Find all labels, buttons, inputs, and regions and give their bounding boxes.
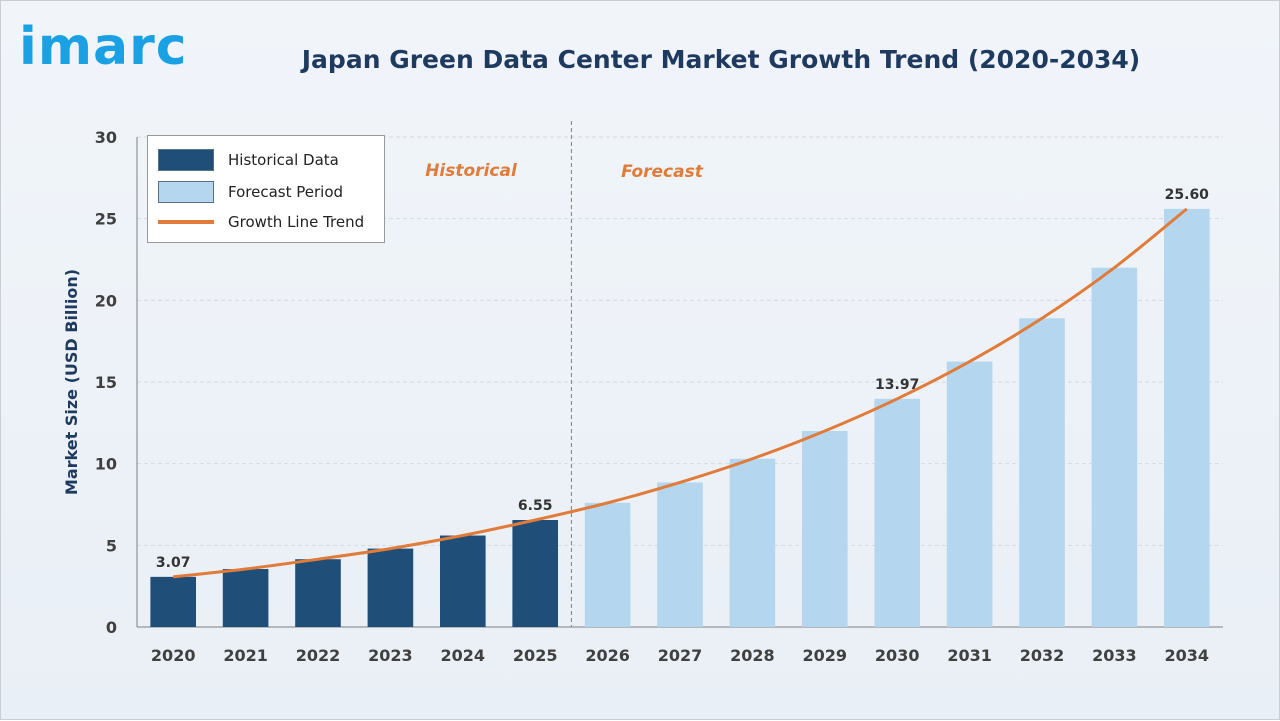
chart-legend: Historical Data Forecast Period Growth L… bbox=[147, 135, 385, 243]
legend-swatch-forecast bbox=[158, 181, 214, 203]
legend-label-forecast: Forecast Period bbox=[228, 183, 344, 201]
x-tick-label: 2032 bbox=[1020, 646, 1065, 665]
x-tick-label: 2025 bbox=[513, 646, 558, 665]
x-tick-label: 2021 bbox=[223, 646, 268, 665]
x-tick-label: 2023 bbox=[368, 646, 413, 665]
legend-item-historical: Historical Data bbox=[158, 148, 339, 172]
y-tick-label: 10 bbox=[95, 455, 117, 474]
bar-2023 bbox=[367, 548, 414, 627]
y-tick-label: 20 bbox=[95, 291, 117, 310]
x-tick-label: 2034 bbox=[1165, 646, 1210, 665]
x-tick-label: 2022 bbox=[296, 646, 341, 665]
data-label-2025: 6.55 bbox=[518, 498, 553, 514]
data-label-2030: 13.97 bbox=[875, 377, 919, 393]
legend-line-trend bbox=[158, 220, 214, 224]
bar-2024 bbox=[439, 535, 486, 627]
x-tick-label: 2030 bbox=[875, 646, 920, 665]
y-tick-label: 30 bbox=[95, 128, 117, 147]
bar-2022 bbox=[295, 559, 341, 627]
bar-2026 bbox=[584, 502, 631, 627]
chart-title: Japan Green Data Center Market Growth Tr… bbox=[301, 45, 1141, 74]
data-label-2020: 3.07 bbox=[156, 555, 191, 571]
imarc-logo: imarc bbox=[19, 17, 188, 77]
bar-2030 bbox=[874, 398, 921, 627]
x-tick-label: 2026 bbox=[585, 646, 630, 665]
bar-2032 bbox=[1019, 318, 1065, 627]
x-tick-label: 2033 bbox=[1092, 646, 1137, 665]
section-label-historical: Historical bbox=[425, 161, 518, 181]
legend-label-trend: Growth Line Trend bbox=[228, 213, 365, 231]
bar-2031 bbox=[946, 361, 993, 627]
legend-label-historical: Historical Data bbox=[228, 151, 339, 169]
y-axis-title: Market Size (USD Billion) bbox=[62, 269, 81, 495]
x-tick-label: 2024 bbox=[441, 646, 486, 665]
x-tick-label: 2029 bbox=[803, 646, 848, 665]
x-tick-label: 2031 bbox=[947, 646, 992, 665]
y-tick-label: 5 bbox=[106, 536, 117, 555]
bar-2021 bbox=[222, 569, 269, 627]
bar-2025 bbox=[512, 520, 559, 627]
data-label-2034: 25.60 bbox=[1165, 187, 1210, 203]
bar-2028 bbox=[729, 458, 776, 627]
legend-item-trend: Growth Line Trend bbox=[158, 210, 364, 234]
bar-2027 bbox=[657, 482, 703, 627]
x-tick-label: 2027 bbox=[658, 646, 703, 665]
y-tick-label: 0 bbox=[106, 618, 117, 637]
x-tick-label: 2028 bbox=[730, 646, 775, 665]
section-label-forecast: Forecast bbox=[621, 162, 704, 182]
y-tick-label: 15 bbox=[95, 373, 117, 392]
bar-2020 bbox=[150, 576, 197, 627]
y-tick-label: 25 bbox=[95, 210, 117, 229]
legend-swatch-historical bbox=[158, 149, 214, 171]
legend-item-forecast: Forecast Period bbox=[158, 180, 343, 204]
bar-2034 bbox=[1163, 208, 1210, 627]
bar-2033 bbox=[1091, 267, 1138, 627]
bar-2029 bbox=[801, 431, 848, 627]
x-tick-label: 2020 bbox=[151, 646, 196, 665]
growth-trend-line bbox=[173, 207, 1188, 579]
